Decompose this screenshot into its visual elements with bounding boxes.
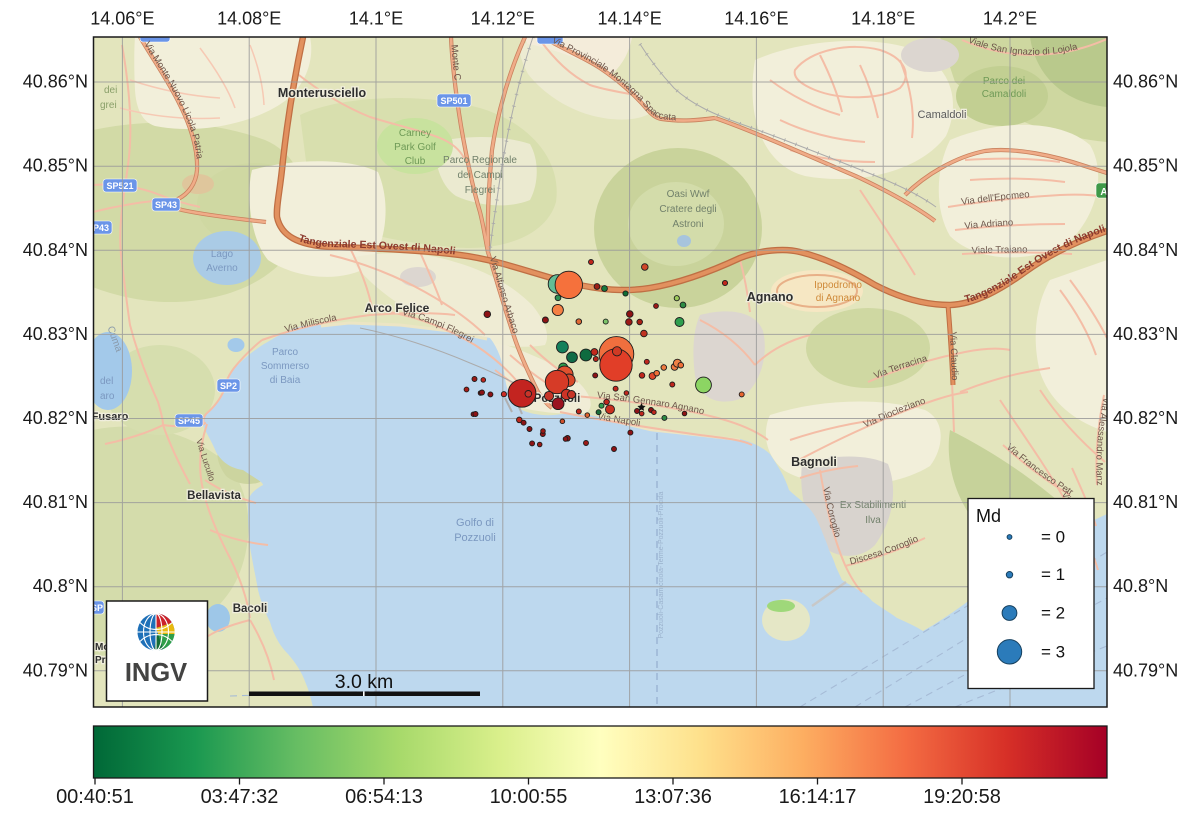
svg-text:Parco Regionale: Parco Regionale bbox=[443, 155, 517, 166]
svg-text:Arco Felice: Arco Felice bbox=[365, 301, 430, 315]
svg-text:SP45: SP45 bbox=[178, 416, 200, 426]
svg-text:= 2: = 2 bbox=[1041, 604, 1065, 623]
svg-text:16:14:17: 16:14:17 bbox=[779, 786, 857, 808]
svg-text:40.8°N: 40.8°N bbox=[33, 576, 88, 596]
svg-text:40.86°N: 40.86°N bbox=[1113, 72, 1178, 92]
svg-text:= 1: = 1 bbox=[1041, 565, 1065, 584]
svg-text:40.8°N: 40.8°N bbox=[1113, 576, 1168, 596]
svg-text:14.14°E: 14.14°E bbox=[597, 9, 661, 29]
svg-text:Md: Md bbox=[976, 506, 1001, 526]
svg-text:Via Adriano: Via Adriano bbox=[964, 217, 1014, 232]
svg-text:Carney: Carney bbox=[399, 128, 431, 139]
svg-text:di Agnano: di Agnano bbox=[816, 293, 861, 304]
svg-text:40.85°N: 40.85°N bbox=[1113, 156, 1178, 176]
svg-text:40.83°N: 40.83°N bbox=[23, 324, 88, 344]
svg-text:Park Golf: Park Golf bbox=[394, 142, 436, 153]
svg-text:40.79°N: 40.79°N bbox=[23, 660, 88, 680]
svg-text:Bellavista: Bellavista bbox=[187, 490, 241, 502]
svg-text:14.16°E: 14.16°E bbox=[724, 9, 788, 29]
svg-text:dei: dei bbox=[104, 85, 117, 96]
svg-text:SP43: SP43 bbox=[87, 223, 109, 233]
svg-text:del: del bbox=[100, 376, 113, 387]
svg-text:Ilva: Ilva bbox=[865, 515, 881, 526]
svg-text:40.84°N: 40.84°N bbox=[1113, 240, 1178, 260]
svg-text:00:40:51: 00:40:51 bbox=[56, 786, 134, 808]
svg-text:Club: Club bbox=[405, 156, 426, 167]
svg-text:40.83°N: 40.83°N bbox=[1113, 324, 1178, 344]
svg-text:14.06°E: 14.06°E bbox=[90, 9, 154, 29]
svg-text:40.85°N: 40.85°N bbox=[23, 156, 88, 176]
svg-text:40.84°N: 40.84°N bbox=[23, 240, 88, 260]
svg-text:SP: SP bbox=[91, 603, 103, 613]
svg-text:Oasi Wwf: Oasi Wwf bbox=[667, 189, 710, 200]
svg-text:Monterusciello: Monterusciello bbox=[278, 86, 367, 100]
svg-text:19:20:58: 19:20:58 bbox=[923, 786, 1001, 808]
svg-text:10:00:55: 10:00:55 bbox=[490, 786, 568, 808]
svg-text:Via Claudio: Via Claudio bbox=[947, 332, 960, 381]
svg-text:Ex Stabilimenti: Ex Stabilimenti bbox=[840, 500, 906, 511]
svg-text:Sommerso: Sommerso bbox=[261, 361, 310, 372]
svg-text:Agnano: Agnano bbox=[747, 290, 794, 304]
svg-text:03:47:32: 03:47:32 bbox=[201, 786, 279, 808]
svg-text:Pozzuoli-Casamicciola-Terme-Po: Pozzuoli-Casamicciola-Terme-Pozzuoli-Pro… bbox=[658, 491, 665, 638]
svg-text:SP43: SP43 bbox=[155, 200, 177, 210]
svg-text:Fusaro: Fusaro bbox=[92, 411, 129, 423]
svg-text:dei Campi: dei Campi bbox=[457, 170, 502, 181]
svg-text:Camaldoli: Camaldoli bbox=[918, 109, 967, 121]
svg-text:Monte C: Monte C bbox=[448, 44, 462, 81]
svg-text:Bacoli: Bacoli bbox=[233, 603, 268, 615]
svg-text:SP501: SP501 bbox=[440, 96, 467, 106]
svg-text:Astroni: Astroni bbox=[672, 219, 703, 230]
svg-text:INGV: INGV bbox=[125, 659, 187, 687]
svg-text:13:07:36: 13:07:36 bbox=[634, 786, 712, 808]
svg-text:di Baia: di Baia bbox=[270, 375, 301, 386]
svg-text:14.1°E: 14.1°E bbox=[349, 9, 403, 29]
svg-text:Pr: Pr bbox=[95, 655, 106, 666]
svg-text:Cratere degli: Cratere degli bbox=[659, 204, 716, 215]
svg-text:SP521: SP521 bbox=[106, 181, 133, 191]
svg-text:40.82°N: 40.82°N bbox=[1113, 408, 1178, 428]
svg-text:3.0 km: 3.0 km bbox=[335, 671, 394, 693]
svg-text:Camaldoli: Camaldoli bbox=[982, 89, 1026, 100]
svg-text:Bagnoli: Bagnoli bbox=[791, 455, 837, 469]
svg-text:40.82°N: 40.82°N bbox=[23, 408, 88, 428]
svg-text:40.86°N: 40.86°N bbox=[23, 72, 88, 92]
svg-text:= 0: = 0 bbox=[1041, 528, 1065, 547]
svg-text:grei: grei bbox=[100, 100, 117, 111]
svg-text:Flegrei: Flegrei bbox=[465, 185, 496, 196]
svg-text:40.81°N: 40.81°N bbox=[23, 492, 88, 512]
svg-text:14.08°E: 14.08°E bbox=[217, 9, 281, 29]
svg-text:14.12°E: 14.12°E bbox=[471, 9, 535, 29]
svg-text:14.18°E: 14.18°E bbox=[851, 9, 915, 29]
svg-text:06:54:13: 06:54:13 bbox=[345, 786, 423, 808]
svg-text:Golfo di: Golfo di bbox=[456, 517, 494, 529]
svg-text:Ippodromo: Ippodromo bbox=[814, 280, 862, 291]
svg-text:A: A bbox=[1100, 187, 1107, 198]
svg-text:aro: aro bbox=[100, 391, 115, 402]
svg-text:14.2°E: 14.2°E bbox=[983, 9, 1037, 29]
svg-text:Pozzuoli: Pozzuoli bbox=[454, 532, 496, 544]
svg-text:Averno: Averno bbox=[206, 263, 238, 274]
svg-text:Lago: Lago bbox=[211, 249, 234, 260]
svg-text:40.79°N: 40.79°N bbox=[1113, 660, 1178, 680]
svg-text:40.81°N: 40.81°N bbox=[1113, 492, 1178, 512]
svg-text:= 3: = 3 bbox=[1041, 642, 1065, 661]
svg-text:SP2: SP2 bbox=[220, 381, 237, 391]
svg-text:Parco: Parco bbox=[272, 347, 299, 358]
